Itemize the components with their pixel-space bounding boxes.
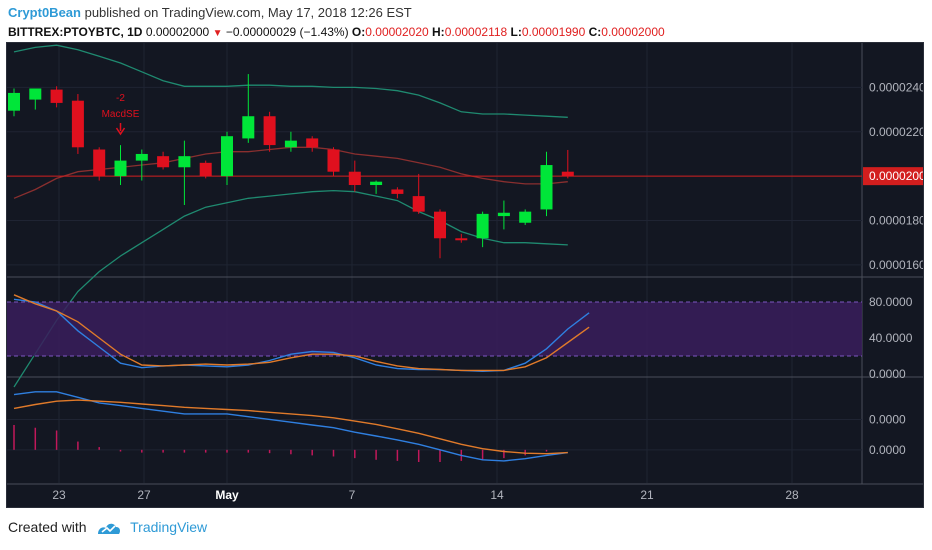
last-price: 0.00002000 [145, 25, 210, 39]
candle-body [178, 156, 191, 168]
current-price-badge [863, 167, 923, 186]
candle-body [561, 171, 574, 177]
low-value: 0.00001990 [521, 25, 586, 39]
candle-body [199, 162, 212, 177]
candle-body [412, 196, 425, 212]
candle-body [263, 116, 276, 146]
high-value: 0.00002118 [444, 25, 508, 39]
close-value: 0.00002000 [601, 25, 665, 39]
candle-body [434, 211, 446, 239]
candle-body [114, 160, 127, 177]
candle-body [391, 189, 404, 194]
macd-line [13, 391, 568, 462]
candle-body [50, 89, 63, 103]
oscillator-tick-label: 0.0000 [869, 367, 906, 381]
candle-body [242, 116, 255, 139]
candle-body [306, 138, 319, 148]
candle-body [93, 149, 106, 177]
candle-body [497, 212, 510, 217]
price-change: −0.00000029 (−1.43%) [225, 25, 349, 39]
x-tick-label: 28 [785, 488, 799, 502]
published-text: published on TradingView.com, May 17, 20… [84, 5, 412, 20]
candle-body [71, 100, 84, 148]
candle-body [157, 156, 170, 168]
author-name[interactable]: Crypt0Bean [8, 5, 81, 20]
current-price-label: 0.00002000 [869, 169, 923, 183]
open-value: 0.00002020 [365, 25, 429, 39]
candle-body [284, 140, 297, 148]
x-tick-label: 23 [52, 488, 66, 502]
macd-tick-label: 0.0000 [869, 412, 906, 426]
overbought-oversold-band [7, 302, 862, 356]
created-with-text: Created with [8, 519, 87, 535]
tradingview-link[interactable]: TradingView [130, 519, 208, 535]
x-tick-label: 14 [490, 488, 504, 502]
x-tick-label: May [215, 488, 239, 502]
low-label: L: [510, 25, 522, 39]
bollinger-upper-line [13, 44, 568, 118]
open-label: O: [351, 25, 366, 39]
high-label: H: [432, 25, 445, 39]
macd-tick-label: 0.0000 [869, 443, 906, 457]
candle-body [519, 211, 532, 223]
footer: Created with TradingView [8, 519, 207, 536]
candle-body [455, 238, 468, 241]
bollinger-lower-line [13, 189, 568, 388]
x-tick-label: 7 [349, 488, 356, 502]
oscillator-tick-label: 40.0000 [869, 331, 913, 345]
candle-body [476, 213, 489, 239]
candle-body [29, 88, 42, 100]
down-arrow-icon: ▼ [212, 28, 223, 39]
candle-body [8, 92, 20, 111]
candle-body [221, 136, 233, 177]
price-tick-label: 0.00001600 [869, 258, 923, 272]
symbol-info: BITTREX:PTOYBTC, 1D 0.00002000 ▼ −0.0000… [8, 25, 665, 39]
candle-body [370, 181, 383, 186]
x-tick-label: 27 [137, 488, 151, 502]
oscillator-d-line [13, 294, 590, 372]
candle-body [348, 171, 361, 186]
oscillator-tick-label: 80.0000 [869, 295, 913, 309]
macd-signal-line [13, 399, 568, 455]
close-label: C: [588, 25, 602, 39]
symbol-name: BITTREX:PTOYBTC, 1D [8, 25, 143, 39]
tradingview-logo-icon [98, 524, 121, 535]
signal-annotation-count: -2 [116, 93, 125, 104]
signal-arrow-icon [115, 123, 126, 136]
signal-annotation-label: MacdSE [102, 109, 140, 120]
publish-info: Crypt0Bean published on TradingView.com,… [8, 5, 412, 20]
candle-body [540, 165, 553, 210]
x-tick-label: 21 [640, 488, 654, 502]
candle-body [327, 149, 340, 172]
candle-body [135, 153, 148, 161]
